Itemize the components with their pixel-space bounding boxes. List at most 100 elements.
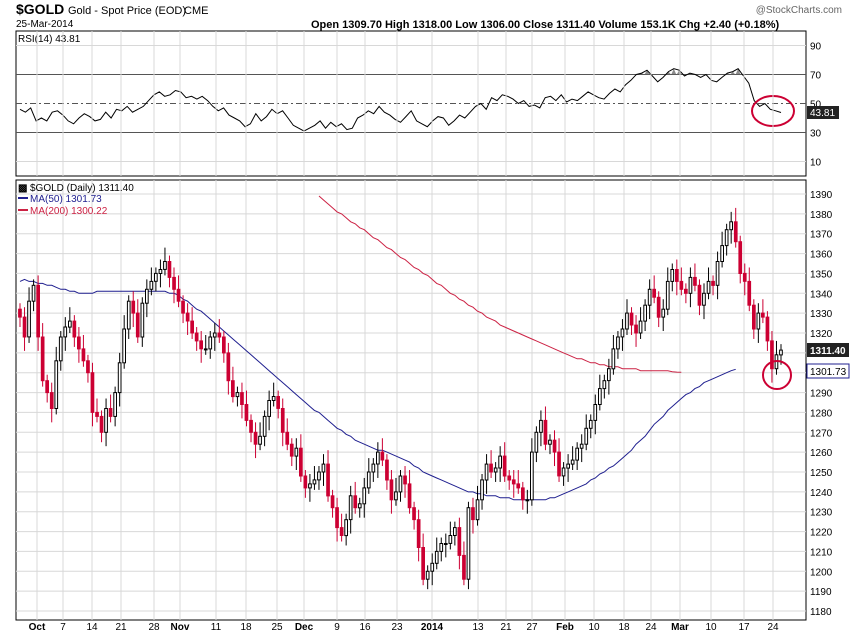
candle-body [208, 336, 213, 350]
candle-body [280, 408, 285, 433]
ma200-line [318, 195, 682, 373]
candle-body [203, 348, 208, 351]
candle-body [212, 332, 217, 338]
candle-body [770, 340, 774, 370]
candle-body [244, 404, 249, 421]
candle-body [575, 447, 579, 461]
candle-body [443, 543, 448, 545]
ma50-value-badge [806, 363, 850, 379]
candle-body [489, 463, 493, 473]
date-tick-label: 21 [500, 622, 512, 633]
candle-body [45, 380, 49, 394]
price-tick-label: 1180 [810, 607, 832, 618]
candle-body [416, 519, 421, 549]
candle-body [176, 288, 181, 302]
candle-body [353, 495, 358, 509]
candlesticks [18, 207, 783, 590]
candle-body [638, 320, 643, 334]
candle-body [539, 419, 543, 433]
date-tick-label: 2014 [421, 622, 444, 633]
candle-body [303, 475, 308, 489]
candle-body [629, 312, 634, 326]
candle-body [412, 507, 416, 521]
candle-body [557, 451, 561, 477]
candle-body [135, 312, 140, 338]
price-tick-label: 1290 [810, 389, 833, 400]
candle-body [276, 396, 280, 409]
candle-body [634, 324, 638, 334]
instrument-name: Gold - Spot Price (EOD) [68, 5, 186, 17]
candle-body [430, 562, 435, 572]
candle-body [258, 435, 262, 445]
date-tick-label: 21 [115, 622, 127, 633]
candle-body [217, 332, 222, 338]
ma200-legend: MA(200) 1300.22 [30, 206, 108, 217]
candle-body [199, 340, 204, 350]
price-legend-symbol-icon: ▩ [18, 183, 27, 194]
candle-body [126, 300, 131, 330]
chart-date: 25-Mar-2014 [16, 19, 74, 30]
date-tick-label: 9 [334, 622, 340, 633]
candle-body [521, 487, 525, 501]
price-tick-label: 1360 [810, 250, 833, 261]
price-tick-label: 1340 [810, 289, 833, 300]
price-tick-label: 1210 [810, 547, 833, 558]
candle-body [36, 284, 40, 338]
rsi-line [19, 68, 782, 132]
candle-body [299, 447, 303, 477]
candle-body [688, 276, 693, 294]
candle-body [376, 451, 380, 465]
date-tick-label: 18 [618, 622, 630, 633]
candle-body [480, 479, 484, 501]
candle-body [711, 280, 715, 286]
candle-body [122, 328, 127, 364]
candle-body [693, 276, 697, 286]
candle-body [525, 499, 530, 502]
candle-body [117, 362, 122, 394]
date-tick-label: 13 [472, 622, 484, 633]
last-price-badge [807, 343, 849, 357]
candle-body [425, 570, 430, 580]
price-frame [15, 179, 807, 621]
candle-body [566, 463, 570, 469]
price-tick-label: 1350 [810, 269, 833, 280]
candle-body [616, 336, 620, 350]
candle-body [733, 221, 738, 243]
candle-body [77, 336, 81, 350]
candle-body [394, 491, 398, 501]
candle-body [81, 348, 86, 362]
candle-body [271, 396, 276, 401]
candle-body [63, 326, 68, 338]
candle-body [484, 463, 489, 481]
candle-body [434, 550, 439, 564]
candle-body [462, 554, 466, 580]
price-tick-label: 1330 [810, 309, 833, 320]
candle-body [507, 475, 512, 481]
candle-body [154, 272, 158, 282]
candle-body [625, 312, 629, 330]
price-gridlines [16, 193, 806, 612]
price-tick-label: 1270 [810, 428, 833, 439]
candle-body [421, 547, 425, 580]
candle-body [611, 348, 616, 370]
candle-body [22, 316, 27, 338]
date-x-axis: Oct 7 14 21 28 Nov 11 18 25 Dec 9 16 23 2014 13 21 27 Feb… [29, 31, 779, 633]
date-tick-label: Dec [295, 622, 314, 633]
candle-body [398, 475, 403, 493]
price-tick-label: 1220 [810, 528, 833, 539]
price-tick-label: 1260 [810, 448, 833, 459]
candle-body [552, 439, 557, 453]
candle-body [607, 368, 611, 382]
candle-body [765, 316, 770, 342]
candle-body [534, 431, 539, 453]
candle-body [181, 300, 185, 314]
date-tick-label: 11 [211, 622, 222, 633]
ohlc-summary: Open 1309.70 High 1318.00 Low 1306.00 Cl… [311, 19, 779, 31]
candle-body [720, 245, 724, 263]
date-tick-label: Nov [171, 622, 190, 633]
rsi-y-axis: 90 70 50 30 10 [810, 42, 822, 169]
candle-body [190, 320, 195, 334]
rsi-tick-label: 30 [810, 129, 822, 140]
date-tick-label: Oct [29, 622, 46, 633]
date-tick-label: 17 [738, 622, 750, 633]
